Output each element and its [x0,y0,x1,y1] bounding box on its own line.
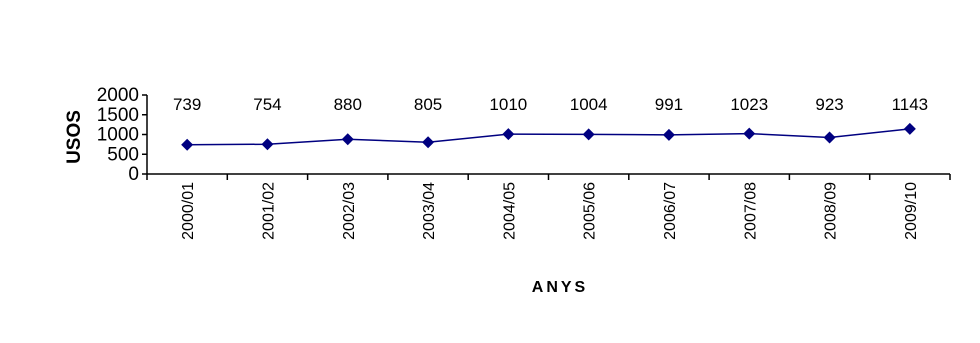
x-tick-label: 2007/08 [742,182,759,240]
x-tick-label: 2008/09 [823,182,840,240]
y-tick-label: 1500 [97,105,139,126]
y-tick-label: 1000 [97,125,139,146]
x-tick-label: 2005/06 [582,182,599,240]
data-point-marker [743,127,756,140]
data-point-marker [903,122,916,135]
y-tick-label: 500 [107,144,139,165]
data-label: 805 [414,95,442,114]
y-tick-label: 2000 [97,85,139,106]
x-axis-title: ANYS [532,279,588,296]
data-label: 739 [173,95,201,114]
data-point-marker [422,136,435,149]
series-usos [181,122,916,151]
data-label: 754 [253,95,281,114]
x-tick-label: 2002/03 [341,182,358,240]
data-label: 991 [655,95,683,114]
data-point-marker [341,133,354,146]
data-point-marker [662,128,675,141]
data-label: 1023 [730,95,768,114]
data-label: 1004 [570,95,608,114]
x-tick-label: 2009/10 [903,182,920,240]
data-label: 880 [334,95,362,114]
data-point-marker [502,128,515,141]
data-label: 1143 [892,95,929,114]
data-point-marker [261,138,274,151]
data-labels: 739 754 880 805 1010 1004 991 1023 923 1143 [173,95,928,114]
data-point-marker [582,128,595,141]
x-tick-label: 2000/01 [180,182,197,240]
x-tick-label: 2006/07 [662,182,679,240]
data-label: 923 [815,95,843,114]
data-label: 1010 [489,95,527,114]
y-tick-label: 0 [128,164,139,185]
x-tick-label: 2001/02 [260,182,277,240]
x-tick-label: 2003/04 [421,182,438,240]
x-tick-label: 2004/05 [501,182,518,240]
y-axis-title: USOS [64,110,85,164]
data-point-marker [823,131,836,144]
series-line [187,128,910,146]
data-point-marker [181,138,194,151]
